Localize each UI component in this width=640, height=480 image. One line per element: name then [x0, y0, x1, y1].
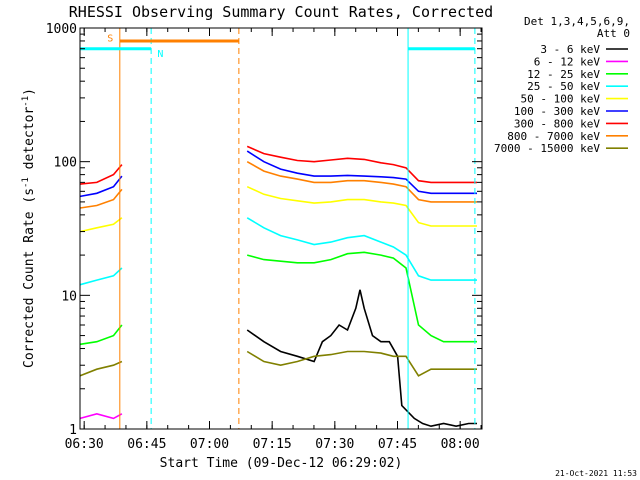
series-layer — [79, 145, 477, 428]
plot-area-frame — [79, 27, 483, 430]
series-line-800-7000-kev — [79, 188, 123, 209]
series-line-25-50-kev — [246, 217, 477, 281]
x-tick-label: 07:15 — [253, 437, 292, 452]
x-axis-label: Start Time (09-Dec-12 06:29:02) — [160, 456, 403, 471]
legend-label-12-25-kev: 12 - 25 keV — [527, 68, 600, 81]
legend-detectors: Det 1,3,4,5,6,9, — [524, 15, 630, 28]
legend-label-25-50-kev: 25 - 50 keV — [527, 80, 600, 93]
series-line-12-25-kev — [246, 251, 477, 343]
series-line-7000-15000-kev — [79, 360, 123, 377]
legend-label-7000-15000-kev: 7000 - 15000 keV — [494, 142, 600, 155]
x-tick-label: 07:00 — [190, 437, 229, 452]
series-line-300-800-kev — [246, 145, 477, 184]
y-tick-label: 1 — [69, 423, 77, 438]
y-axis-label: Corrected Count Rate (s-1 detector-1) — [21, 88, 37, 368]
y-axis: 1 10 100 1000 — [46, 22, 482, 438]
y-tick-label: 10 — [61, 289, 77, 304]
legend-label-6-12-kev: 6 - 12 keV — [534, 55, 601, 68]
flag-label: N — [157, 49, 163, 60]
x-tick-label: 07:45 — [378, 437, 417, 452]
y-tick-label: 100 — [54, 156, 77, 171]
x-tick-label: 06:45 — [127, 437, 166, 452]
series-line-12-25-kev — [79, 324, 123, 346]
series-line-6-12-kev — [79, 412, 123, 420]
legend-label-50-100-kev: 50 - 100 keV — [521, 93, 601, 106]
chart-title: RHESSI Observing Summary Count Rates, Co… — [69, 3, 493, 21]
x-tick-label: 07:30 — [315, 437, 354, 452]
flag-label: S — [107, 33, 113, 44]
series-line-300-800-kev — [80, 164, 123, 185]
series-line-3-6-kev — [246, 289, 477, 428]
x-tick-label: 08:00 — [441, 437, 480, 452]
legend-attenuator: Att 0 — [597, 27, 630, 40]
series-line-800-7000-kev — [246, 161, 477, 203]
x-tick-label: 06:30 — [65, 437, 104, 452]
legend-label-100-300-kev: 100 - 300 keV — [514, 105, 600, 118]
instrument-state-lines — [119, 28, 476, 429]
series-line-25-50-kev — [79, 267, 123, 286]
legend-label-800-7000-kev: 800 - 7000 keV — [507, 130, 600, 143]
flag-bars: SN — [80, 33, 475, 60]
series-line-50-100-kev — [79, 217, 123, 233]
legend-label-300-800-kev: 300 - 800 keV — [514, 117, 600, 130]
series-line-100-300-kev — [246, 150, 477, 195]
generation-timestamp: 21-Oct-2021 11:53 — [555, 469, 637, 478]
series-line-100-300-kev — [79, 175, 123, 198]
series-line-7000-15000-kev — [246, 350, 477, 377]
y-tick-label: 1000 — [46, 22, 77, 37]
x-axis: 06:30 06:45 07:00 07:15 07:30 07:45 08:00 — [65, 28, 482, 452]
series-line-50-100-kev — [246, 185, 477, 227]
legend-label-3-6-kev: 3 - 6 keV — [540, 43, 600, 56]
